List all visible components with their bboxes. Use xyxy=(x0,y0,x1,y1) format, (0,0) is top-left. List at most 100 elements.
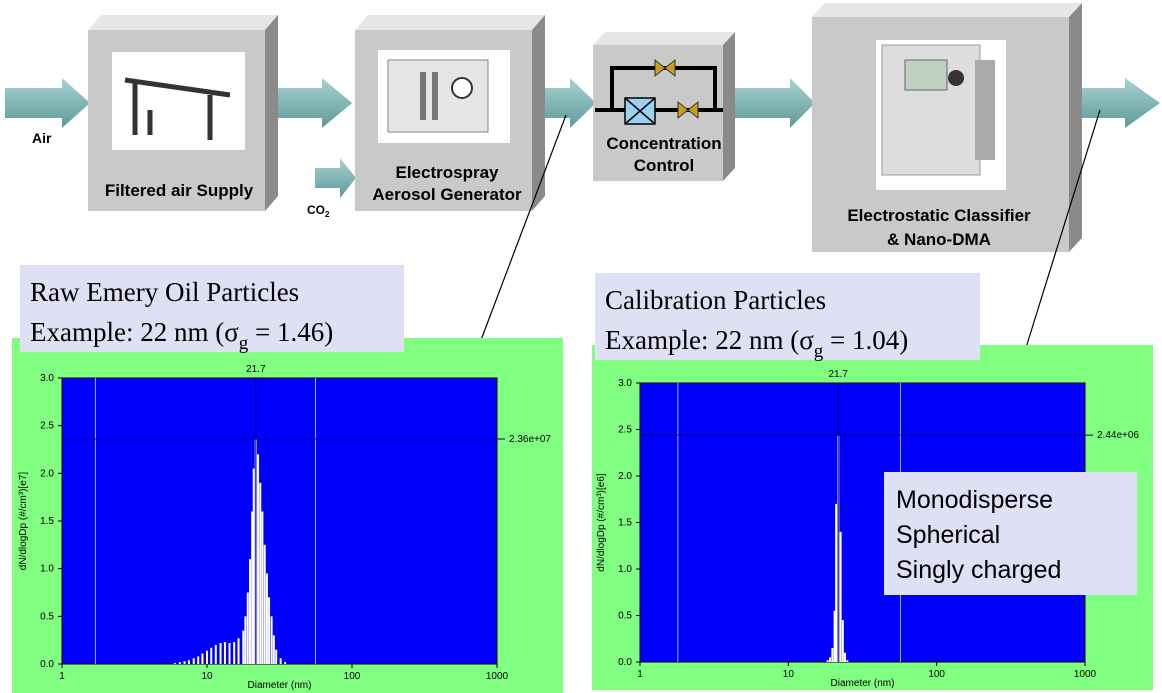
y-tick-label: 0.5 xyxy=(40,611,54,622)
x-tick-label: 1000 xyxy=(486,671,509,682)
subtitle-part: g xyxy=(239,333,249,354)
bar xyxy=(244,616,247,664)
y-tick-label: 1.5 xyxy=(40,516,54,527)
note-line: Monodisperse xyxy=(896,486,1053,514)
node-label: Filtered air Supply xyxy=(105,181,254,200)
bar xyxy=(233,642,236,664)
bar xyxy=(219,643,222,664)
bar xyxy=(829,657,832,662)
peak-label: 21.7 xyxy=(829,369,849,380)
bar xyxy=(841,620,844,662)
bar xyxy=(201,653,204,664)
process-boxes xyxy=(88,3,1082,252)
y-tick-label: 1.5 xyxy=(618,518,632,529)
chart-title: Raw Emery Oil Particles xyxy=(30,277,299,307)
y-tick-label: 0.5 xyxy=(618,611,632,622)
bar xyxy=(252,468,255,664)
bar xyxy=(246,592,249,664)
bar xyxy=(173,663,176,664)
bar xyxy=(270,616,273,664)
chart-subtitle: Example: 22 nm (σg = 1.04) xyxy=(605,325,908,362)
y-tick-label: 2.5 xyxy=(40,421,54,432)
title-box xyxy=(20,265,404,352)
note-line: Singly charged xyxy=(896,556,1061,584)
bar xyxy=(833,610,836,662)
bar xyxy=(259,482,262,664)
bar xyxy=(206,650,208,664)
bar xyxy=(197,656,200,664)
input-label-sub: 2 xyxy=(325,210,330,219)
bar xyxy=(279,658,282,664)
subtitle-part: = 1.04) xyxy=(823,325,908,355)
bar xyxy=(835,503,838,662)
x-tick-label: 1 xyxy=(637,669,643,680)
bar xyxy=(265,573,268,664)
bar xyxy=(257,454,260,664)
node-label: Electrostatic Classifier xyxy=(847,206,1031,225)
y-tick-label: 3.0 xyxy=(618,378,632,389)
node-label: Electrospray xyxy=(396,163,500,182)
subtitle-part: Example: 22 nm (σ xyxy=(605,325,814,355)
bar xyxy=(251,511,254,664)
peak-label: 21.7 xyxy=(246,364,266,375)
y-tick-label: 2.5 xyxy=(618,425,632,436)
bar xyxy=(839,531,842,662)
x-tick-label: 100 xyxy=(344,671,361,682)
subtitle-part: = 1.46) xyxy=(248,317,333,347)
note-box xyxy=(884,472,1137,595)
input-label-part: CO xyxy=(307,203,325,217)
y-tick-label: 2.0 xyxy=(40,468,54,479)
title-box xyxy=(595,273,980,360)
y-tick-label: 0.0 xyxy=(40,659,54,670)
bar xyxy=(249,559,252,664)
diagram-labels: Air CO2 Filtered air Supply Electrospray… xyxy=(32,130,1031,249)
bar xyxy=(242,630,245,664)
y-axis-label: dN/dlogDp (#/cm³)[e7] xyxy=(18,472,29,571)
bar xyxy=(214,644,217,664)
x-tick-label: 10 xyxy=(783,669,795,680)
input-label: Air xyxy=(32,130,52,146)
x-axis-label: Diameter (nm) xyxy=(248,680,312,691)
level-label: 2.36e+07 xyxy=(509,434,551,445)
y-tick-label: 1.0 xyxy=(40,564,54,575)
y-tick-label: 2.0 xyxy=(618,471,632,482)
bar xyxy=(178,662,181,664)
bar xyxy=(210,647,213,664)
y-tick-label: 1.0 xyxy=(618,564,632,575)
level-label: 2.44e+06 xyxy=(1097,430,1139,441)
node-label: Aerosol Generator xyxy=(372,185,522,204)
bar xyxy=(187,660,190,664)
bar xyxy=(826,660,829,662)
node-label: & Nano-DMA xyxy=(887,230,991,249)
bar xyxy=(843,652,846,662)
bar xyxy=(223,642,226,664)
chart-title: Calibration Particles xyxy=(605,285,826,315)
input-label: CO2 xyxy=(307,203,330,219)
bar xyxy=(183,661,186,664)
note-line: Spherical xyxy=(896,521,1000,549)
bar xyxy=(284,662,287,664)
subtitle-part: Example: 22 nm (σ xyxy=(30,317,239,347)
x-tick-label: 1000 xyxy=(1074,669,1097,680)
bar xyxy=(237,638,240,664)
bar xyxy=(261,511,264,664)
y-axis-label: dN/dlogDp (#/cm³)[e6] xyxy=(596,473,607,572)
subtitle-part: g xyxy=(814,341,824,362)
x-tick-label: 10 xyxy=(201,671,213,682)
bar xyxy=(272,635,275,664)
node-label: Control xyxy=(634,156,694,175)
flow-arrows xyxy=(5,78,1160,198)
x-axis-label: Diameter (nm) xyxy=(831,678,895,689)
chart-subtitle: Example: 22 nm (σg = 1.46) xyxy=(30,317,333,354)
bar xyxy=(228,643,231,664)
bar xyxy=(275,649,278,664)
y-tick-label: 3.0 xyxy=(40,373,54,384)
bar xyxy=(192,658,195,664)
bar xyxy=(268,597,271,664)
bar xyxy=(846,660,849,662)
node-label: Concentration xyxy=(606,134,721,153)
x-tick-label: 1 xyxy=(59,671,65,682)
bar xyxy=(831,648,834,662)
y-tick-label: 0.0 xyxy=(618,657,632,668)
